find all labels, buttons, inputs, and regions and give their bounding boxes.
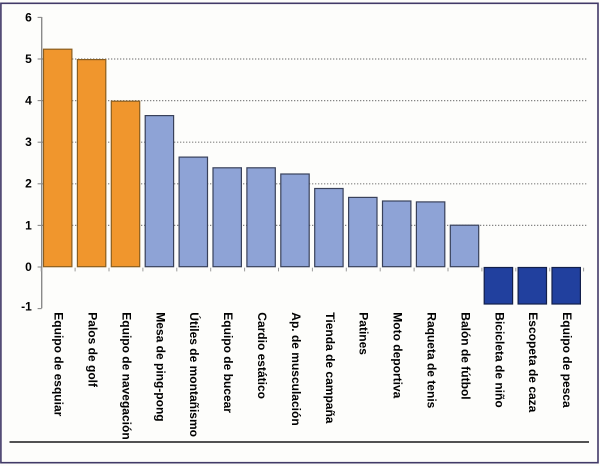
svg-text:Ap. de musculación: Ap. de musculación [289, 312, 303, 425]
svg-text:Escopeta de caza: Escopeta de caza [526, 312, 540, 412]
svg-text:-1: -1 [21, 300, 32, 314]
svg-text:Equipo de navegación: Equipo de navegación [119, 312, 133, 439]
svg-text:Cardio estático: Cardio estático [255, 312, 269, 399]
svg-text:Moto deportiva: Moto deportiva [391, 312, 405, 398]
svg-text:Bicicleta de niño: Bicicleta de niño [492, 312, 506, 407]
svg-text:Tienda de campaña: Tienda de campaña [323, 312, 337, 423]
svg-text:Balón de fútbol: Balón de fútbol [458, 312, 472, 399]
svg-text:Equipo de esquiar: Equipo de esquiar [52, 312, 66, 416]
svg-text:2: 2 [25, 177, 32, 191]
svg-text:5: 5 [25, 52, 32, 66]
svg-text:4: 4 [25, 94, 32, 108]
svg-text:3: 3 [25, 135, 32, 149]
svg-text:1: 1 [25, 218, 32, 232]
svg-text:Patines: Patines [357, 312, 371, 355]
svg-text:Raqueta de tenis: Raqueta de tenis [425, 312, 439, 408]
svg-text:Mesa de ping-pong: Mesa de ping-pong [153, 312, 167, 421]
svg-text:0: 0 [25, 260, 32, 274]
svg-text:Equipo de bucear: Equipo de bucear [221, 312, 235, 413]
svg-text:Equipo de pesca: Equipo de pesca [560, 312, 574, 408]
svg-text:6: 6 [25, 10, 32, 24]
svg-text:Palos de golf: Palos de golf [86, 312, 100, 388]
svg-text:Útiles de montañismo: Útiles de montañismo [187, 312, 202, 437]
